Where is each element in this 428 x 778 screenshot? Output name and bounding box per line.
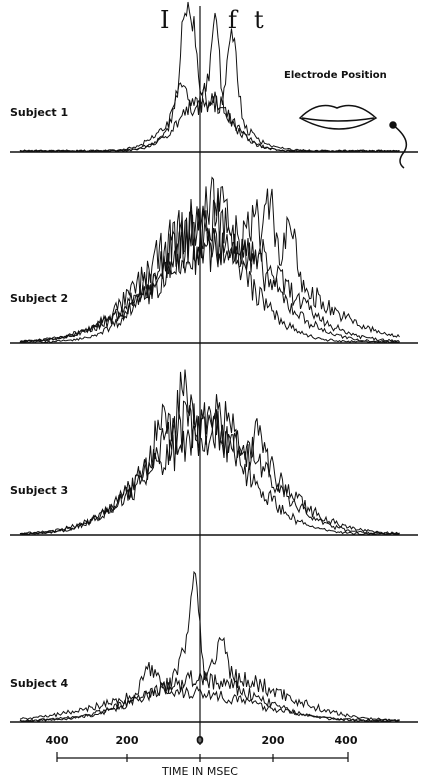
emg-trace	[20, 13, 400, 152]
x-tick-label: 400	[46, 734, 69, 747]
phoneme-mark: I	[160, 6, 169, 34]
subject-label: Subject 4	[10, 677, 68, 690]
x-tick-label: 200	[262, 734, 285, 747]
figure: I f t Electrode Position Subject 1 Subje…	[0, 0, 428, 778]
axis-title: TIME IN MSEC	[161, 765, 238, 778]
electrode-label: Electrode Position	[284, 70, 387, 81]
lips-icon	[300, 106, 406, 168]
time-bracket	[57, 752, 348, 762]
emg-trace	[20, 410, 400, 534]
traces	[10, 2, 418, 722]
x-tick-label: 400	[335, 734, 358, 747]
emg-trace	[20, 662, 400, 722]
emg-trace	[20, 206, 400, 343]
phoneme-mark: t	[254, 6, 264, 34]
x-tick-label: 0	[196, 734, 204, 747]
x-tick-label: 200	[116, 734, 139, 747]
subject-label: Subject 3	[10, 484, 68, 497]
emg-trace	[20, 394, 400, 534]
page: I f t Electrode Position Subject 1 Subje…	[0, 0, 428, 778]
subject-label: Subject 1	[10, 106, 68, 119]
emg-trace	[20, 29, 400, 153]
emg-trace	[20, 572, 400, 722]
emg-trace	[20, 370, 400, 535]
subject-label: Subject 2	[10, 292, 68, 305]
phoneme-mark: f	[228, 6, 239, 34]
